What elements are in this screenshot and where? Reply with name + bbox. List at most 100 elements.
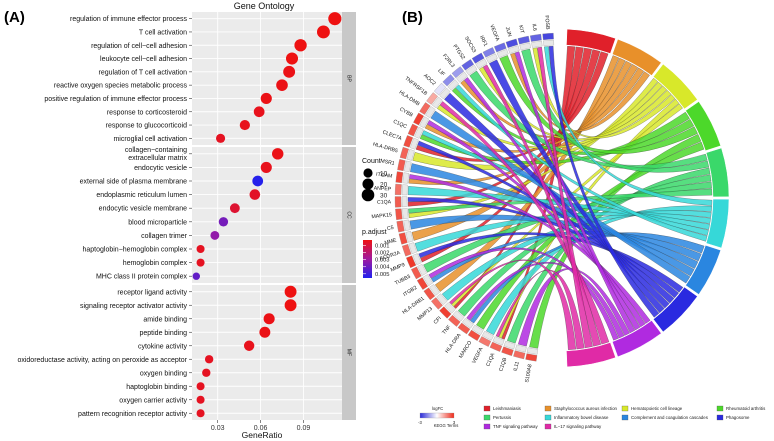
gene-sector <box>425 106 436 118</box>
padj-legend-label: 0.003 <box>375 258 390 264</box>
gene-logfc-cell <box>489 341 503 352</box>
gene-logfc-cell <box>431 297 443 310</box>
gene-logfc-cell <box>397 159 406 172</box>
padj-colorbar <box>363 240 372 278</box>
gene-label: ITGB2 <box>402 285 418 298</box>
go-dot <box>229 203 240 214</box>
go-dot <box>196 395 205 404</box>
kegg-legend-label: Staphylococcus aureus infection <box>554 406 618 411</box>
gene-label: VEGFA <box>488 24 500 43</box>
go-dot <box>259 326 271 338</box>
kegg-legend-swatch <box>483 414 491 421</box>
x-tick-label: 0.03 <box>211 425 225 432</box>
gene-label: C1QB <box>498 357 508 373</box>
kegg-legend-label: IL−17 signaling pathway <box>554 424 602 429</box>
go-dot <box>215 133 226 143</box>
go-dot <box>316 25 330 39</box>
term-label-line: collagen−containing <box>125 147 187 154</box>
gene-sector <box>456 71 468 83</box>
panel-a-label: (A) <box>4 9 25 26</box>
gene-sector <box>414 126 424 139</box>
gene-logfc-cell <box>513 350 526 360</box>
go-dot <box>196 409 205 418</box>
count-legend-dot <box>362 178 374 190</box>
chord-ribbon <box>483 64 602 347</box>
count-legend-label: 10 <box>380 171 388 178</box>
term-sector <box>566 28 616 54</box>
gene-label: S100A8 <box>524 364 533 383</box>
gene-sector <box>475 58 488 69</box>
gene-logfc-cell <box>482 47 496 58</box>
term-sector <box>685 101 722 152</box>
gene-sector <box>417 263 427 276</box>
go-dot <box>210 230 220 240</box>
gene-sector <box>452 310 465 322</box>
term-sector <box>705 198 730 249</box>
gene-logfc-cell <box>505 38 519 48</box>
gene-logfc-cell <box>434 82 447 96</box>
gene-logfc-cell <box>398 232 408 245</box>
go-legend: Count 10 20 30 p.adjust 0.0010.0020.0030.0040… <box>361 158 390 278</box>
chord-ribbon <box>510 52 650 132</box>
go-dot <box>294 39 307 52</box>
gene-logfc-cell <box>406 255 417 269</box>
go-plot-area: BP regulation of immune effector process T… <box>17 12 356 420</box>
gene-label: CLEC7A <box>382 129 404 142</box>
gene-sector <box>526 347 539 355</box>
gene-logfc-cell <box>517 35 530 45</box>
gene-sector <box>402 208 409 220</box>
gene-label: KIT <box>517 25 525 35</box>
gene-logfc-cell <box>423 287 436 301</box>
term-label: oxidoreductase activity, acting on perox… <box>17 357 187 364</box>
gene-sector <box>444 302 456 314</box>
term-sector <box>653 286 698 333</box>
gene-logfc-cell <box>407 123 419 137</box>
gene-logfc-cell <box>401 244 412 257</box>
gene-label: AOC2 <box>422 73 437 87</box>
gene-logfc-cell <box>457 322 471 335</box>
gene-sector <box>465 65 478 76</box>
go-dot <box>204 355 214 364</box>
gene-label: MMP9 <box>390 262 406 273</box>
kegg-legend-swatch <box>716 405 724 412</box>
gene-logfc-cell <box>451 66 465 79</box>
term-label: MHC class II protein complex <box>96 274 188 281</box>
go-dot <box>284 299 297 312</box>
gene-label: C5 <box>387 225 395 232</box>
term-label-line: extracellular matrix <box>128 155 187 162</box>
go-dot <box>196 244 205 254</box>
term-label: haptoglobin−hemoglobin complex <box>83 247 188 254</box>
gene-label: F2RL3 <box>441 53 456 69</box>
facet-strip-mf <box>342 285 356 420</box>
gene-sector <box>410 137 419 150</box>
gene-sector <box>422 274 433 286</box>
term-label: positive regulation of immune effector p… <box>44 96 187 103</box>
gene-sector <box>471 324 484 335</box>
term-label: collagen trimer <box>141 233 188 240</box>
kegg-legend-label: Phagosome <box>726 415 750 420</box>
term-label: T cell activation <box>139 29 187 36</box>
logfc-legend-title: logFC <box>432 406 443 411</box>
go-dot <box>202 368 211 377</box>
gene-logfc-cell <box>394 196 402 208</box>
gene-label: SOCS3 <box>463 36 477 54</box>
gene-sector <box>429 284 440 296</box>
term-sector <box>612 38 662 76</box>
gene-label: C1QC <box>392 119 408 131</box>
go-dot <box>253 106 265 118</box>
gene-label: IL6 <box>530 23 537 31</box>
term-label: cytokine activity <box>138 343 188 350</box>
logfc-min-label: -3 <box>418 420 422 425</box>
kegg-legend-swatch <box>483 423 491 430</box>
go-dot <box>249 189 261 200</box>
count-legend-dot <box>361 188 375 202</box>
kegg-legend-swatch <box>621 414 629 421</box>
padj-legend-label: 0.001 <box>375 244 390 250</box>
gene-logfc-cell <box>395 171 404 183</box>
gene-label: IL11 <box>513 361 521 372</box>
go-dot <box>260 161 272 173</box>
gene-label: FOSB <box>543 15 550 30</box>
go-dot <box>328 12 342 26</box>
gene-label: LIF <box>436 68 446 78</box>
